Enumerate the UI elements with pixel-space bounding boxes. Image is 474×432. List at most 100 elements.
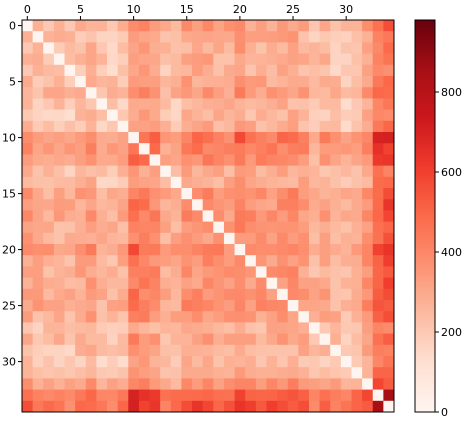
- heatmap-cell: [160, 367, 172, 379]
- heatmap-cell: [160, 311, 172, 323]
- heatmap-cell: [319, 165, 331, 178]
- heatmap-cell: [43, 31, 55, 43]
- heatmap-cell: [64, 356, 76, 368]
- heatmap-cell: [149, 20, 161, 32]
- heatmap-cell: [351, 53, 363, 66]
- heatmap-cell: [32, 221, 44, 234]
- heatmap-cell: [192, 199, 204, 211]
- heatmap-cell: [298, 389, 310, 402]
- heatmap-cell: [223, 255, 235, 267]
- heatmap-cell: [340, 199, 352, 211]
- heatmap-cell: [308, 232, 320, 245]
- heatmap-cell: [308, 199, 320, 211]
- heatmap-cell: [170, 322, 182, 334]
- heatmap-cell: [308, 20, 320, 32]
- heatmap-cell: [223, 378, 235, 390]
- heatmap-cell: [308, 389, 320, 402]
- heatmap-cell: [117, 210, 129, 222]
- heatmap-cell: [149, 143, 161, 155]
- heatmap-cell: [181, 356, 193, 368]
- heatmap-cell: [372, 378, 384, 390]
- heatmap-cell: [308, 288, 320, 301]
- heatmap-cell: [287, 109, 299, 122]
- heatmap-cell: [85, 288, 97, 301]
- heatmap-cell: [107, 300, 119, 312]
- heatmap-cell: [96, 277, 108, 290]
- heatmap-cell: [383, 53, 395, 66]
- heatmap-cell: [330, 42, 342, 54]
- heatmap-cell: [32, 277, 44, 290]
- heatmap-cell: [362, 64, 374, 77]
- heatmap-cell: [107, 98, 119, 110]
- heatmap-cell: [202, 255, 214, 267]
- heatmap-cell: [223, 176, 235, 189]
- heatmap-cell: [117, 400, 129, 413]
- heatmap-cell: [117, 288, 129, 301]
- heatmap-cell: [53, 76, 65, 88]
- heatmap-cell: [362, 76, 374, 88]
- heatmap-cell: [181, 31, 193, 43]
- heatmap-cell: [53, 176, 65, 189]
- heatmap-cell: [53, 400, 65, 413]
- heatmap-cell: [255, 120, 267, 133]
- heatmap-cell: [128, 266, 140, 278]
- heatmap-cell: [287, 356, 299, 368]
- heatmap-cell: [362, 154, 374, 166]
- heatmap-cell: [170, 143, 182, 155]
- heatmap-cell: [277, 199, 289, 211]
- heatmap-cell: [107, 333, 119, 346]
- heatmap-cell: [181, 266, 193, 278]
- heatmap-cell: [255, 333, 267, 346]
- heatmap-cell: [213, 288, 225, 301]
- heatmap-cell: [277, 132, 289, 144]
- heatmap-cell: [181, 221, 193, 234]
- heatmap-cell: [372, 87, 384, 99]
- heatmap-cell: [372, 367, 384, 379]
- heatmap-cell: [117, 389, 129, 402]
- heatmap-cell: [308, 143, 320, 155]
- heatmap-cell: [266, 300, 278, 312]
- heatmap-cell: [372, 333, 384, 346]
- heatmap-cell: [160, 277, 172, 290]
- heatmap-cell: [351, 87, 363, 99]
- heatmap-cell: [107, 255, 119, 267]
- heatmap-cell: [192, 98, 204, 110]
- heatmap-cell: [213, 109, 225, 122]
- heatmap-cell: [85, 109, 97, 122]
- heatmap-cell: [192, 42, 204, 54]
- y-tick-label: 30: [2, 356, 16, 369]
- heatmap-cell: [160, 232, 172, 245]
- heatmap-cell: [255, 400, 267, 413]
- heatmap-cell: [213, 188, 225, 200]
- heatmap-cell: [170, 244, 182, 256]
- heatmap-cell: [128, 255, 140, 267]
- heatmap-cell: [160, 288, 172, 301]
- heatmap-cell: [202, 132, 214, 144]
- heatmap-cell: [234, 322, 246, 334]
- heatmap-cell: [362, 378, 374, 390]
- heatmap-cell: [138, 98, 150, 110]
- heatmap-cell: [64, 199, 76, 211]
- heatmap-cell: [64, 64, 76, 77]
- heatmap-cell: [351, 356, 363, 368]
- heatmap-cell: [202, 64, 214, 77]
- heatmap-cell: [319, 266, 331, 278]
- heatmap-cell: [96, 109, 108, 122]
- heatmap-cell: [96, 143, 108, 155]
- heatmap-cell: [287, 266, 299, 278]
- heatmap-cell: [372, 210, 384, 222]
- heatmap-cell: [223, 87, 235, 99]
- heatmap-cell: [319, 221, 331, 234]
- heatmap-cell: [192, 356, 204, 368]
- heatmap-cell: [277, 255, 289, 267]
- heatmap-cell: [255, 288, 267, 301]
- heatmap-cell: [319, 64, 331, 77]
- heatmap-cell: [372, 31, 384, 43]
- heatmap-cell: [85, 255, 97, 267]
- heatmap-cell: [351, 188, 363, 200]
- heatmap-cell: [170, 199, 182, 211]
- heatmap-cell: [202, 31, 214, 43]
- heatmap-cell: [372, 277, 384, 290]
- heatmap-cell: [32, 64, 44, 77]
- heatmap-cell: [340, 64, 352, 77]
